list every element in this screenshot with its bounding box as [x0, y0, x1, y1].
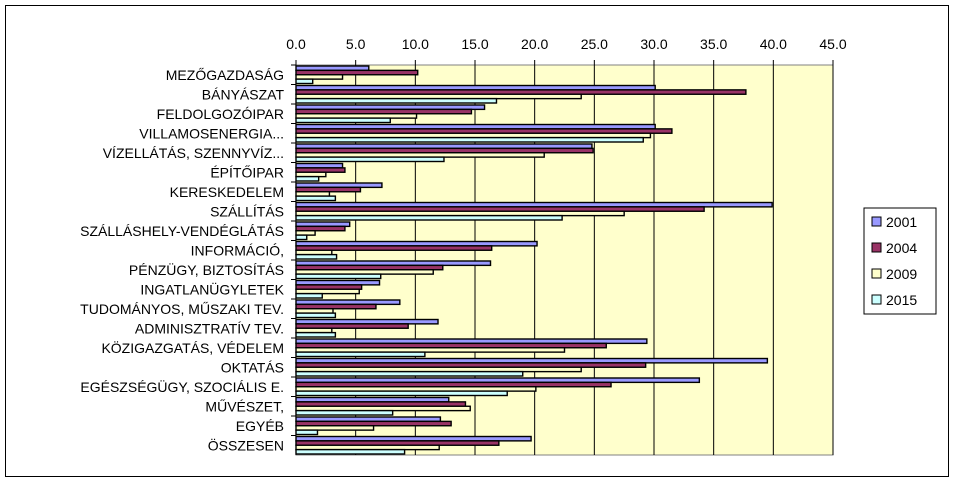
bar-2015	[295, 273, 382, 280]
legend-label: 2001	[886, 214, 917, 230]
category-label: VILLAMOSENERGIA...	[139, 125, 284, 141]
bar-2015	[295, 156, 445, 163]
bar-2015	[295, 390, 508, 397]
bar-2004	[295, 69, 419, 76]
category-label: EGÉSZSÉGÜGY, SZOCIÁLIS E.	[80, 378, 284, 395]
bar-2015	[295, 370, 524, 377]
x-tick-label: 25.0	[581, 36, 608, 52]
legend-swatch-2009	[871, 268, 882, 279]
x-tick-label: 0.0	[286, 36, 306, 52]
bar-2015	[295, 292, 323, 299]
bar-2015	[295, 97, 498, 104]
category-label: SZÁLLÍTÁS	[210, 203, 284, 219]
category-label: PÉNZÜGY, BIZTOSÍTÁS	[129, 261, 284, 278]
category-label: OKTATÁS	[221, 359, 284, 375]
category-label: INFORMÁCIÓ,	[191, 242, 284, 258]
bar-2015	[295, 234, 308, 241]
bar-2015	[295, 136, 644, 143]
category-label: SZÁLLÁSHELY-VENDÉGLÁTÁS	[80, 223, 284, 239]
chart-frame	[5, 5, 949, 477]
category-label: KERESKEDELEM	[170, 184, 284, 200]
bar-2015	[295, 253, 338, 260]
bar-2015	[295, 312, 337, 319]
x-tick-label: 30.0	[640, 36, 667, 52]
bar-2009	[295, 347, 566, 353]
bar-2015	[295, 78, 314, 85]
x-tick-label: 45.0	[819, 36, 846, 52]
legend-swatch-2004	[871, 242, 882, 253]
bar-2009	[295, 288, 360, 295]
bar-2015	[295, 429, 319, 436]
bar-2015	[295, 117, 391, 124]
category-label: ADMINISZTRATÍV TEV.	[135, 320, 284, 336]
x-tick-label: 35.0	[700, 36, 727, 52]
category-label: ÖSSZESEN	[208, 436, 284, 453]
bar-2009	[295, 74, 344, 80]
legend-swatch-2015	[871, 294, 882, 305]
category-label: MEZŐGAZDASÁG	[166, 67, 284, 83]
x-tick-label: 15.0	[461, 36, 488, 52]
legend-label: 2004	[886, 240, 917, 256]
bar-2015	[295, 331, 337, 338]
category-label: MŰVÉSZET,	[205, 398, 284, 414]
bar-2009	[295, 425, 375, 431]
category-label: FELDOLGOZÓIPAR	[157, 106, 284, 122]
bar-2015	[295, 409, 394, 416]
category-label: VÍZELLÁTÁS, SZENNYVÍZ...	[103, 145, 284, 161]
category-label: ÉPÍTŐIPAR	[210, 164, 284, 180]
bar-2004	[295, 225, 346, 232]
x-tick-label: 10.0	[402, 36, 429, 52]
category-label: EGYÉB	[236, 418, 284, 434]
bar-2004	[295, 323, 409, 329]
x-tick-label: 40.0	[760, 36, 787, 52]
legend-swatch-2001	[871, 216, 882, 227]
category-label: BÁNYÁSZAT	[202, 86, 285, 102]
legend-label: 2015	[886, 292, 917, 308]
bar-2004	[295, 303, 377, 310]
x-tick-label: 20.0	[521, 36, 548, 52]
bar-2015	[295, 214, 563, 221]
bar-2015	[295, 448, 406, 455]
plot-area	[295, 64, 834, 456]
legend-label: 2009	[886, 266, 917, 282]
category-label: TUDOMÁNYOS, MŰSZAKI TEV.	[80, 301, 284, 317]
category-label: KÖZIGAZGATÁS, VÉDELEM	[101, 339, 284, 356]
bar-2004	[295, 245, 493, 251]
bar-2015	[295, 195, 337, 202]
category-label: INGATLANÜGYLETEK	[140, 280, 284, 297]
x-tick-label: 5.0	[346, 36, 366, 52]
bar-2015	[295, 175, 320, 182]
bar-2015	[295, 351, 426, 358]
